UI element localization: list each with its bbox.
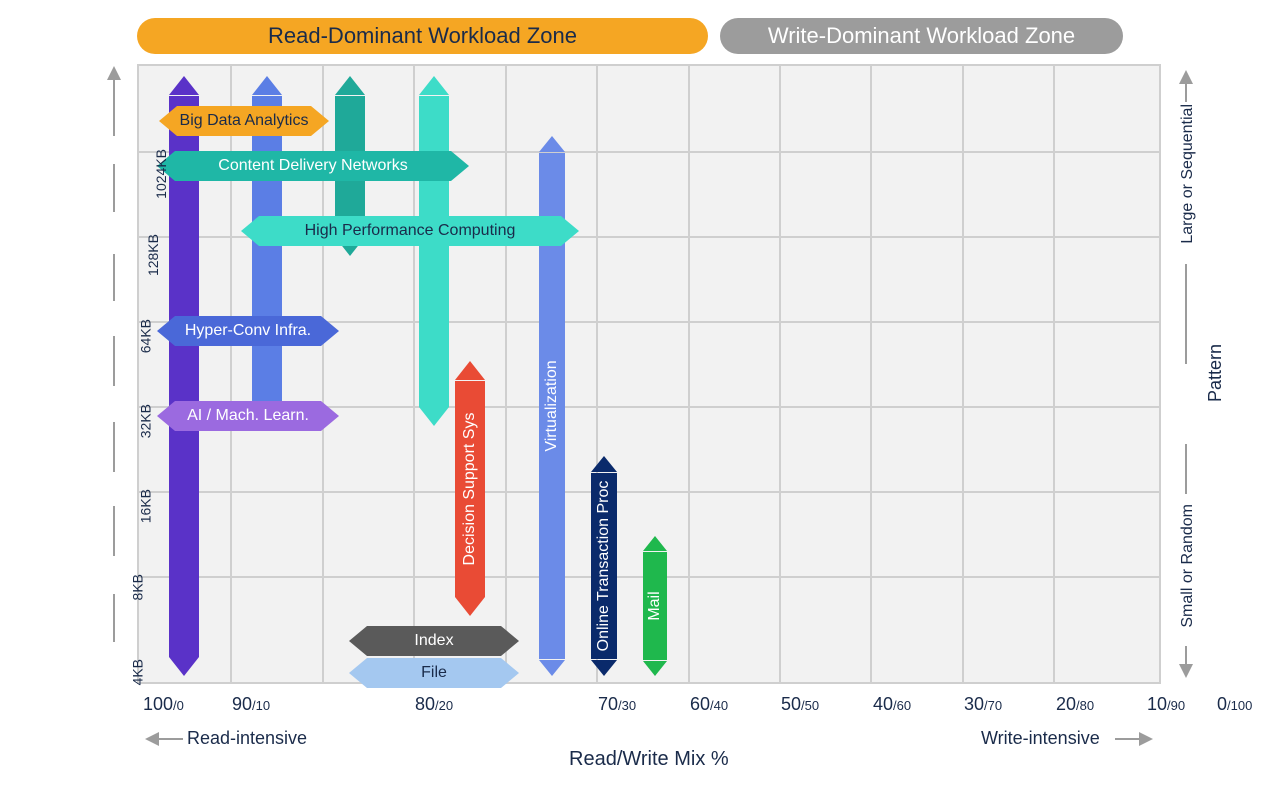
xtick-sub: /40: [710, 698, 728, 713]
yaxis-segment: [113, 422, 115, 472]
workload-bigdata: Big Data Analytics: [159, 106, 329, 136]
xtick-sub: /90: [1167, 698, 1185, 713]
xtick-sub: /80: [1076, 698, 1094, 713]
gridline-vertical: [688, 66, 690, 682]
workload-mail: Mail: [643, 536, 667, 676]
xtick-sub: /0: [173, 698, 184, 713]
xtick-sub: /70: [984, 698, 1002, 713]
workload-label: Online Transaction Proc: [595, 481, 613, 652]
xaxis-tick: 20/80: [1056, 694, 1094, 715]
xaxis-title: Read/Write Mix %: [569, 748, 729, 771]
workload-cdn: Content Delivery Networks: [157, 151, 469, 181]
xtick-sub: /30: [618, 698, 636, 713]
right-axis-seg-upper: [1185, 84, 1187, 102]
xaxis-tick: 100/0: [143, 694, 184, 715]
yaxis-segment: [113, 594, 115, 642]
xaxis-tick: 10/90: [1147, 694, 1185, 715]
workload-label: Virtualization: [543, 360, 561, 451]
right-axis-seg-mid-upper: [1185, 264, 1187, 364]
workload-dss: Decision Support Sys: [455, 361, 485, 616]
right-axis-arrow-down: [1179, 664, 1193, 678]
xtick-sub: /60: [893, 698, 911, 713]
plot-area: Decision Support Sys Virtualization Online…: [137, 64, 1161, 684]
yaxis-segment: [113, 506, 115, 556]
xtick-main: 20: [1056, 694, 1076, 714]
workload-label: Hyper-Conv Infra.: [175, 316, 321, 346]
xtick-main: 80: [415, 694, 435, 714]
xtick-main: 60: [690, 694, 710, 714]
right-axis-arrow-up: [1179, 70, 1193, 84]
xaxis-seg-right: [1115, 738, 1139, 740]
gridline-horizontal: [139, 491, 1159, 493]
gridline-vertical: [1053, 66, 1055, 682]
xtick-main: 50: [781, 694, 801, 714]
yaxis-tick: 16KB: [137, 489, 153, 523]
zone-read-dominant: Read-Dominant Workload Zone: [137, 18, 708, 54]
xaxis-arrow-left: [145, 732, 159, 746]
yaxis-segment: [113, 254, 115, 301]
yaxis-tick: 8KB: [129, 574, 145, 600]
yaxis-tick: 64KB: [137, 319, 153, 353]
gridline-vertical: [962, 66, 964, 682]
yaxis-tick: 32KB: [137, 404, 153, 438]
zone-write-dominant: Write-Dominant Workload Zone: [720, 18, 1123, 54]
xaxis-tick: 80/20: [415, 694, 453, 715]
right-axis-seg-mid-lower: [1185, 444, 1187, 494]
workload-label: AI / Mach. Learn.: [175, 401, 321, 431]
yaxis-segment: [113, 164, 115, 212]
xaxis-tick: 40/60: [873, 694, 911, 715]
xaxis-tick: 60/40: [690, 694, 728, 715]
xaxis-right-label: Write-intensive: [981, 728, 1100, 749]
xtick-sub: /20: [435, 698, 453, 713]
gridline-vertical: [779, 66, 781, 682]
gridline-vertical: [505, 66, 507, 682]
workload-label: Content Delivery Networks: [175, 151, 451, 181]
xtick-main: 40: [873, 694, 893, 714]
workload-label: Index: [367, 626, 501, 656]
xaxis-seg-left: [159, 738, 183, 740]
xtick-main: 70: [598, 694, 618, 714]
workload-aiml: AI / Mach. Learn.: [157, 401, 339, 431]
xtick-main: 30: [964, 694, 984, 714]
xtick-main: 10: [1147, 694, 1167, 714]
xaxis-left-label: Read-intensive: [187, 728, 307, 749]
workload-hci: Hyper-Conv Infra.: [157, 316, 339, 346]
xaxis-tick: 50/50: [781, 694, 819, 715]
xtick-main: 90: [232, 694, 252, 714]
gridline-vertical: [870, 66, 872, 682]
xaxis-tick: 30/70: [964, 694, 1002, 715]
xaxis-tick: 70/30: [598, 694, 636, 715]
xaxis-tick: 0/100: [1217, 694, 1252, 715]
yaxis-tick: 1024KB: [153, 149, 169, 199]
xtick-sub: /100: [1227, 698, 1252, 713]
xtick-sub: /10: [252, 698, 270, 713]
workload-oltp: Online Transaction Proc: [591, 456, 617, 676]
workload-label: High Performance Computing: [259, 216, 561, 246]
workload-label: Decision Support Sys: [461, 412, 479, 565]
workload-label: File: [367, 658, 501, 688]
workload-file: File: [349, 658, 519, 688]
xtick-main: 0: [1217, 694, 1227, 714]
yaxis-tick: 128KB: [145, 234, 161, 276]
yaxis-segment: [113, 336, 115, 386]
yaxis-segment-top: [113, 78, 115, 136]
right-axis-label-lower: Small or Random: [1179, 504, 1197, 628]
workload-hpc-col: [419, 76, 449, 426]
yaxis-tick: 4KB: [129, 659, 145, 685]
workload-hpc: High Performance Computing: [241, 216, 579, 246]
xaxis-arrow-right: [1139, 732, 1153, 746]
workload-label: Big Data Analytics: [177, 106, 311, 136]
right-axis-label-upper: Large or Sequential: [1179, 104, 1197, 244]
right-axis-seg-lower: [1185, 646, 1187, 664]
right-axis-title: Pattern: [1205, 344, 1226, 402]
xaxis-tick: 90/10: [232, 694, 270, 715]
xtick-sub: /50: [801, 698, 819, 713]
workload-index: Index: [349, 626, 519, 656]
xtick-main: 100: [143, 694, 173, 714]
workload-label: Mail: [646, 591, 664, 620]
